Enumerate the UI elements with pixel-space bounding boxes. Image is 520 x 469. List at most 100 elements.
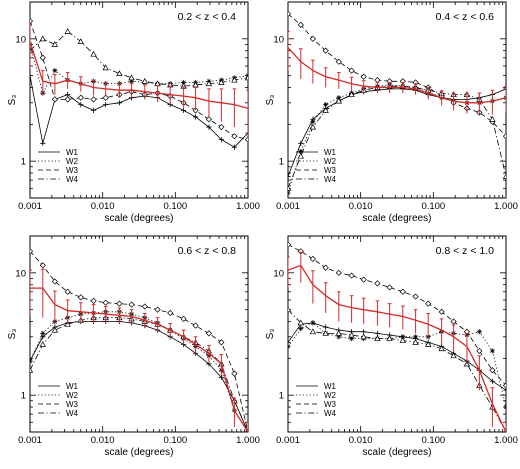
diamond-marker — [322, 47, 329, 54]
plus-marker — [90, 107, 97, 114]
x-tick-label: 0.010 — [91, 201, 115, 212]
series-line-w3 — [288, 244, 506, 386]
star-marker — [336, 334, 342, 340]
legend-label: W3 — [66, 400, 79, 409]
series-line-w1 — [288, 88, 506, 177]
triangle-marker — [489, 115, 496, 122]
triangle-marker — [425, 341, 432, 347]
star-marker — [503, 404, 506, 410]
plot-frame — [287, 1, 507, 199]
chart-panel-2: 0.001 0.010 0.100 1.000 1 10 scale (degrees) S₃… — [265, 1, 518, 224]
x-tick-label: 0.001 — [276, 201, 300, 212]
triangle-marker — [231, 76, 238, 83]
legend-label: W1 — [66, 382, 79, 391]
plus-marker — [489, 378, 496, 384]
diamond-marker — [374, 280, 381, 287]
y-tick-label: 1 — [21, 391, 26, 402]
y-tick-label: 1 — [21, 157, 26, 168]
triangle-marker — [51, 326, 59, 333]
plus-marker — [245, 130, 248, 136]
mean-line — [288, 47, 506, 104]
plus-marker — [40, 140, 46, 146]
mean-line — [30, 41, 248, 110]
triangle-marker — [374, 335, 381, 342]
plus-marker — [323, 324, 329, 330]
diamond-marker — [141, 303, 148, 310]
diamond-marker — [297, 21, 304, 28]
diamond-marker — [335, 269, 342, 276]
diamond-marker — [39, 54, 46, 61]
star-marker — [476, 329, 482, 335]
diamond-marker — [128, 301, 135, 308]
diamond-marker — [412, 293, 419, 300]
triangle-marker — [348, 91, 355, 98]
diamond-marker — [386, 284, 393, 291]
plus-marker — [78, 102, 84, 108]
redshift-bin-title: 0.2 < z < 0.4 — [178, 11, 237, 23]
plus-marker — [192, 114, 199, 120]
legend-label: W4 — [66, 409, 79, 418]
diamond-marker — [64, 288, 71, 295]
diamond-marker — [374, 76, 381, 84]
y-tick-label: 1 — [279, 391, 284, 402]
x-tick-label: 0.100 — [421, 201, 445, 212]
legend-label: W4 — [66, 175, 79, 184]
star-marker — [30, 358, 33, 364]
triangle-marker — [348, 331, 355, 338]
legend-label: W2 — [324, 157, 337, 166]
series-line-w3 — [30, 251, 248, 432]
diamond-marker — [218, 123, 225, 131]
y-tick-label: 10 — [273, 268, 284, 279]
legend-label: W1 — [324, 148, 337, 157]
series-line-w4 — [288, 309, 506, 432]
x-tick-label: 0.100 — [163, 201, 187, 212]
diamond-marker — [231, 133, 238, 140]
legend-label: W3 — [324, 166, 337, 175]
triangle-marker — [386, 335, 393, 342]
chart-panel-4: 0.001 0.010 0.100 1.000 1 10 scale (degrees) S₃… — [265, 235, 518, 458]
redshift-bin-title: 0.8 < z < 1.0 — [436, 245, 495, 257]
triangle-marker — [297, 319, 304, 326]
triangle-marker — [218, 79, 225, 85]
star-marker — [348, 336, 355, 342]
diamond-marker — [180, 315, 187, 323]
legend-label: W2 — [66, 157, 79, 166]
x-tick-label: 0.010 — [349, 201, 373, 212]
plot-frame — [287, 235, 507, 433]
diamond-marker — [335, 58, 342, 65]
diamond-marker — [218, 339, 225, 346]
plus-marker — [288, 339, 291, 345]
x-tick-label: 0.100 — [421, 435, 445, 446]
legend-label: W3 — [324, 400, 337, 409]
plus-marker — [206, 124, 212, 130]
triangle-marker — [30, 47, 34, 54]
diamond-marker — [502, 382, 506, 389]
plus-marker — [218, 374, 224, 380]
triangle-marker — [438, 345, 445, 352]
triangle-marker — [64, 28, 71, 34]
x-axis-label: scale (degrees) — [363, 213, 432, 224]
triangle-marker — [309, 328, 317, 335]
diamond-marker — [476, 347, 483, 355]
diamond-marker — [30, 17, 34, 25]
x-tick-label: 0.010 — [349, 435, 373, 446]
plus-marker — [181, 107, 187, 114]
series-line-w1 — [30, 75, 248, 148]
triangle-marker — [39, 341, 46, 347]
diamond-marker — [192, 322, 199, 329]
diamond-marker — [77, 294, 84, 301]
triangle-marker — [335, 97, 342, 104]
x-tick-label: 1.000 — [494, 201, 518, 212]
legend-label: W3 — [66, 166, 79, 175]
triangle-marker — [335, 330, 342, 336]
plus-marker — [298, 140, 304, 146]
triangle-marker — [322, 330, 329, 336]
legend-label: W1 — [324, 382, 337, 391]
diamond-marker — [39, 262, 46, 269]
diamond-marker — [205, 330, 213, 337]
plus-marker — [288, 173, 291, 180]
diamond-marker — [51, 278, 58, 285]
diamond-marker — [244, 136, 248, 143]
